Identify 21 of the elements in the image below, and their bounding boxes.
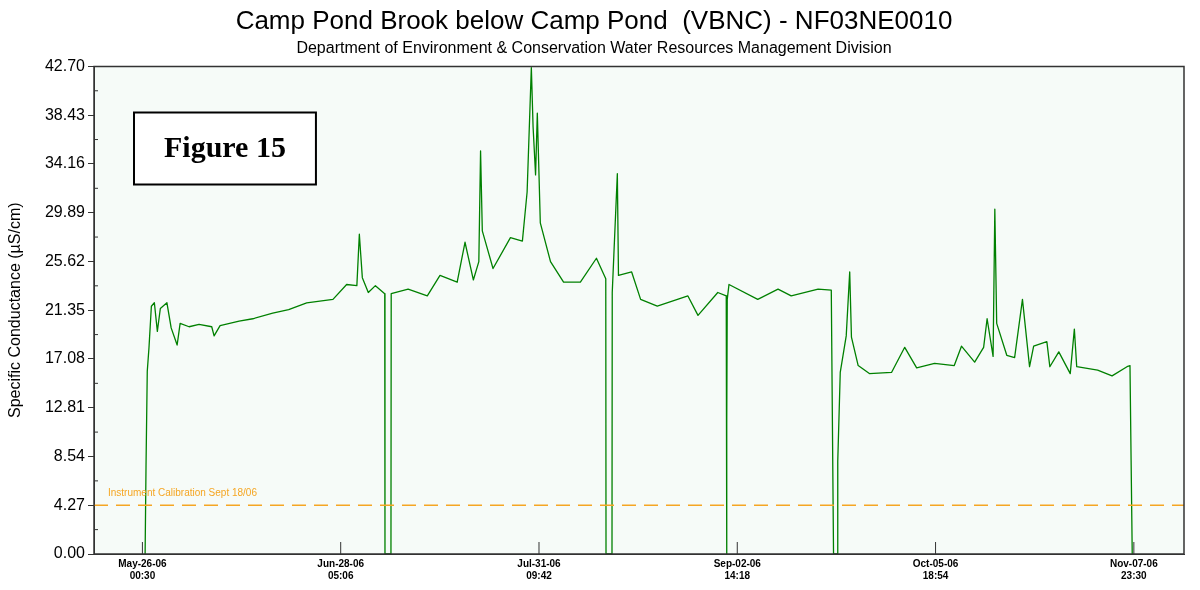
y-tick-label: 29.89: [44, 203, 86, 221]
x-tick-label: Jul-31-06 09:42: [517, 557, 562, 581]
y-axis-title: Specific Conductance (µS/cm): [6, 202, 24, 418]
x-tick-label: Nov-07-06 23:30: [1109, 557, 1159, 581]
chart-subtitle: Department of Environment & Conservation Water Resources Management Division: [296, 39, 892, 57]
y-tick-label: 25.62: [44, 251, 86, 269]
y-tick-label: 38.43: [44, 105, 86, 123]
y-tick-label: 34.16: [44, 154, 86, 172]
x-tick-label: Oct-05-06 18:54: [912, 557, 959, 581]
y-tick-label: 4.27: [53, 495, 86, 513]
y-tick-label: 17.08: [44, 349, 86, 367]
x-tick-label: May-26-06 00:30: [118, 557, 168, 581]
y-tick-label: 8.54: [53, 446, 86, 464]
x-tick-label: Sep-02-06 14:18: [713, 557, 762, 581]
x-tick-label: Jun-28-06 05:06: [317, 557, 365, 581]
chart-title: Camp Pond Brook below Camp Pond (VBNC) - NF03NE0010: [235, 4, 953, 35]
annotation: Figure 15: [164, 130, 286, 164]
y-tick-label: 12.81: [44, 398, 86, 416]
y-tick-label: 21.35: [44, 300, 86, 318]
y-tick-label: 0.00: [53, 544, 86, 562]
y-tick-label: 42.70: [44, 56, 86, 74]
